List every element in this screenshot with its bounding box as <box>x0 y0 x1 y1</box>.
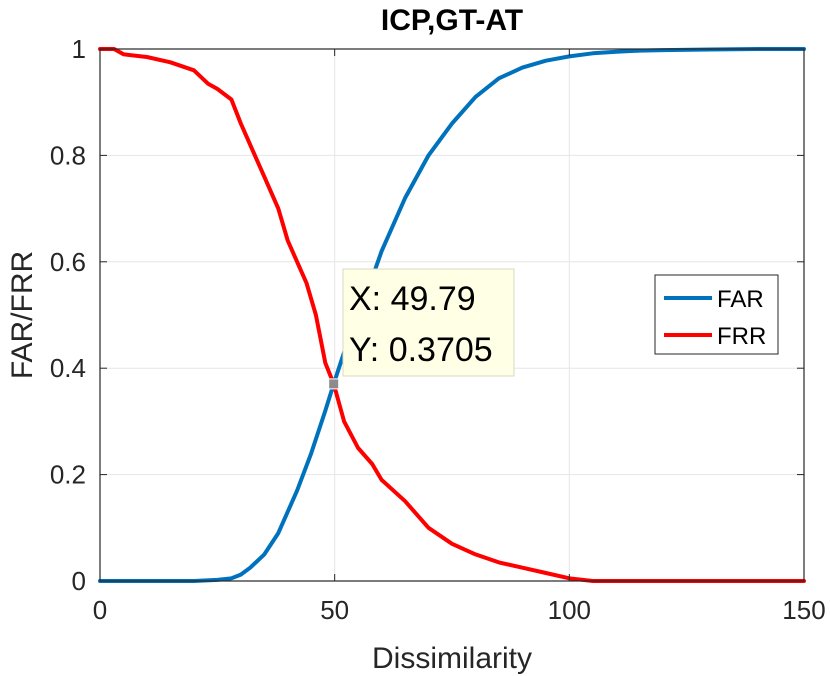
datatip-y-text: Y: 0.3705 <box>349 331 493 369</box>
series-line-far <box>98 47 806 583</box>
legend-label-frr: FRR <box>717 323 766 350</box>
ticks <box>99 48 805 582</box>
datatip-box <box>342 268 515 377</box>
x-axis-label: Dissimilarity <box>372 642 532 675</box>
y-tick-label: 0.8 <box>50 140 86 170</box>
y-tick-label: 0.2 <box>50 460 86 490</box>
x-tick-label: 0 <box>93 595 107 625</box>
x-tick-label: 150 <box>782 595 825 625</box>
legend-label-far: FAR <box>717 286 764 313</box>
y-tick-label: 0.4 <box>50 353 86 383</box>
y-tick-label: 0 <box>72 566 86 596</box>
x-tick-label: 100 <box>548 595 591 625</box>
datatip-x-text: X: 49.79 <box>349 280 476 318</box>
curves <box>98 47 806 583</box>
legend: FAR FRR <box>654 274 779 355</box>
datatip[interactable]: X: 49.79 Y: 0.3705 <box>328 268 515 390</box>
datatip-marker[interactable] <box>328 378 340 390</box>
x-tick-label: 50 <box>320 595 349 625</box>
axes-box <box>99 48 805 582</box>
series-line-frr <box>98 47 806 583</box>
chart-title: ICP,GT-AT <box>381 4 523 37</box>
legend-box <box>654 274 779 355</box>
tick-labels: 0 50 100 150 0 0.2 0.4 0.6 0.8 1 <box>50 34 826 625</box>
y-tick-label: 0.6 <box>50 247 86 277</box>
y-axis-label: FAR/FRR <box>6 251 39 379</box>
y-tick-label: 1 <box>72 34 86 64</box>
